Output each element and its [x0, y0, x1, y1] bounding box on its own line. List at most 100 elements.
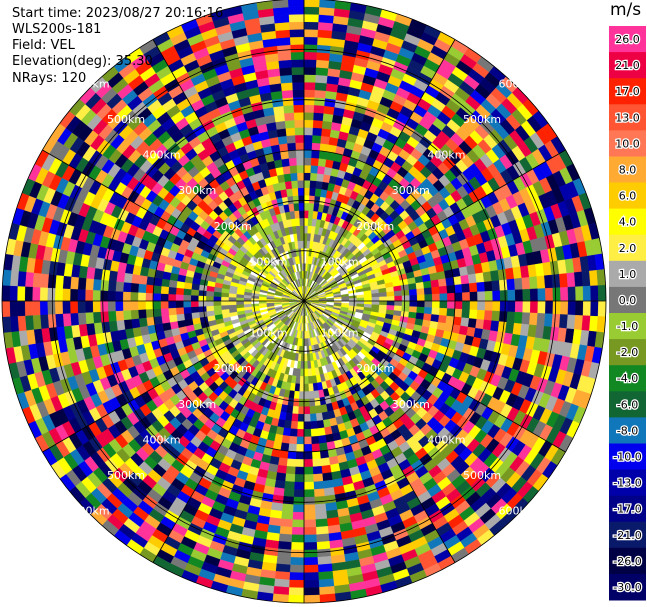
velocity-gate	[574, 314, 584, 331]
velocity-gate	[303, 13, 320, 23]
velocity-gate	[303, 481, 315, 491]
velocity-gate	[92, 311, 102, 324]
velocity-gate	[498, 279, 508, 291]
velocity-gate	[77, 312, 87, 325]
velocity-gate	[24, 314, 34, 331]
velocity-gate	[529, 300, 539, 314]
velocity-gate	[453, 284, 463, 294]
velocity-gate	[107, 300, 116, 312]
velocity-gate	[454, 300, 463, 310]
velocity-gate	[499, 300, 509, 312]
velocity-gate	[284, 180, 293, 190]
velocity-gate	[295, 451, 305, 460]
velocity-gate	[153, 315, 163, 325]
colorbar-tick-label: 10.0	[615, 137, 640, 150]
velocity-gate	[303, 511, 316, 521]
velocity-gate	[307, 368, 313, 377]
velocity-gate	[279, 526, 293, 535]
range-ring-label: 600km	[71, 505, 109, 518]
velocity-gate	[322, 479, 334, 489]
velocity-gate	[283, 104, 295, 114]
velocity-gate	[316, 548, 332, 558]
velocity-gate	[469, 291, 478, 302]
colorbar-swatch	[609, 391, 646, 418]
velocity-gate	[424, 300, 433, 308]
velocity-gate	[152, 308, 162, 318]
range-ring-label: 300km	[392, 184, 430, 197]
velocity-gate	[514, 289, 524, 302]
azimuth-spoke	[42, 300, 305, 453]
velocity-gate	[272, 586, 290, 596]
velocity-gate	[24, 271, 34, 288]
range-ring-label: 600km	[71, 78, 109, 91]
velocity-gate	[62, 300, 71, 314]
velocity-gate	[160, 300, 169, 309]
velocity-gate	[289, 36, 305, 45]
velocity-gate	[39, 300, 48, 316]
velocity-gate	[138, 274, 148, 285]
velocity-gate	[447, 292, 456, 302]
velocity-gate	[303, 413, 311, 423]
velocity-gate	[291, 74, 305, 83]
velocity-gate	[551, 313, 561, 329]
velocity-sectors	[1, 0, 607, 604]
velocity-gate	[475, 272, 485, 284]
velocity-gate	[276, 44, 292, 54]
velocity-gate	[205, 300, 214, 307]
velocity-gate	[318, 14, 335, 24]
velocity-gate	[280, 510, 294, 520]
velocity-gate	[438, 285, 448, 295]
velocity-gate	[311, 142, 321, 152]
velocity-gate	[228, 300, 237, 306]
velocity-gate	[461, 283, 471, 293]
velocity-gate	[131, 273, 141, 284]
range-ring-label: 200km	[214, 362, 252, 375]
colorbar-tick-label: -13.0	[613, 477, 641, 490]
velocity-gate	[431, 286, 440, 295]
velocity-gate	[285, 127, 296, 137]
velocity-gate	[477, 300, 486, 311]
velocity-gate	[273, 105, 285, 115]
colorbar-swatch	[609, 78, 646, 105]
velocity-gate	[303, 579, 320, 589]
velocity-gate	[287, 594, 305, 604]
velocity-gate	[292, 89, 305, 98]
velocity-gate	[309, 413, 317, 422]
velocity-gate	[468, 282, 478, 293]
velocity-gate	[1, 284, 11, 302]
velocity-gate	[589, 315, 599, 333]
velocity-gate	[560, 300, 569, 316]
velocity-gate	[322, 113, 334, 123]
velocity-gate	[312, 127, 323, 137]
velocity-gate	[70, 276, 79, 290]
velocity-gate	[317, 158, 327, 168]
velocity-gate	[321, 464, 332, 474]
velocity-gate	[274, 571, 291, 581]
velocity-gate	[309, 180, 317, 189]
velocity-gate	[303, 436, 312, 445]
velocity-gate	[312, 473, 324, 483]
velocity-gate	[551, 273, 561, 289]
velocity-gate	[299, 210, 305, 219]
velocity-gate	[310, 172, 318, 182]
colorbar-swatch	[609, 417, 646, 444]
velocity-gate	[544, 313, 554, 328]
velocity-gate	[289, 21, 305, 30]
velocity-gate	[130, 309, 140, 320]
velocity-gate	[293, 104, 305, 113]
velocity-gate	[308, 383, 314, 392]
velocity-gate	[99, 290, 109, 302]
velocity-gate	[303, 466, 314, 475]
velocity-gate	[394, 300, 403, 307]
velocity-gate	[363, 293, 373, 299]
velocity-gate	[401, 300, 410, 307]
velocity-gate	[313, 480, 324, 490]
velocity-gate	[281, 503, 294, 513]
colorbar-tick-label: 6.0	[619, 190, 637, 203]
velocity-gate	[220, 296, 229, 302]
velocity-gate	[317, 21, 334, 31]
velocity-gate	[312, 119, 324, 129]
velocity-gate	[77, 300, 86, 314]
velocity-gate	[320, 135, 331, 145]
velocity-gate	[122, 309, 132, 321]
